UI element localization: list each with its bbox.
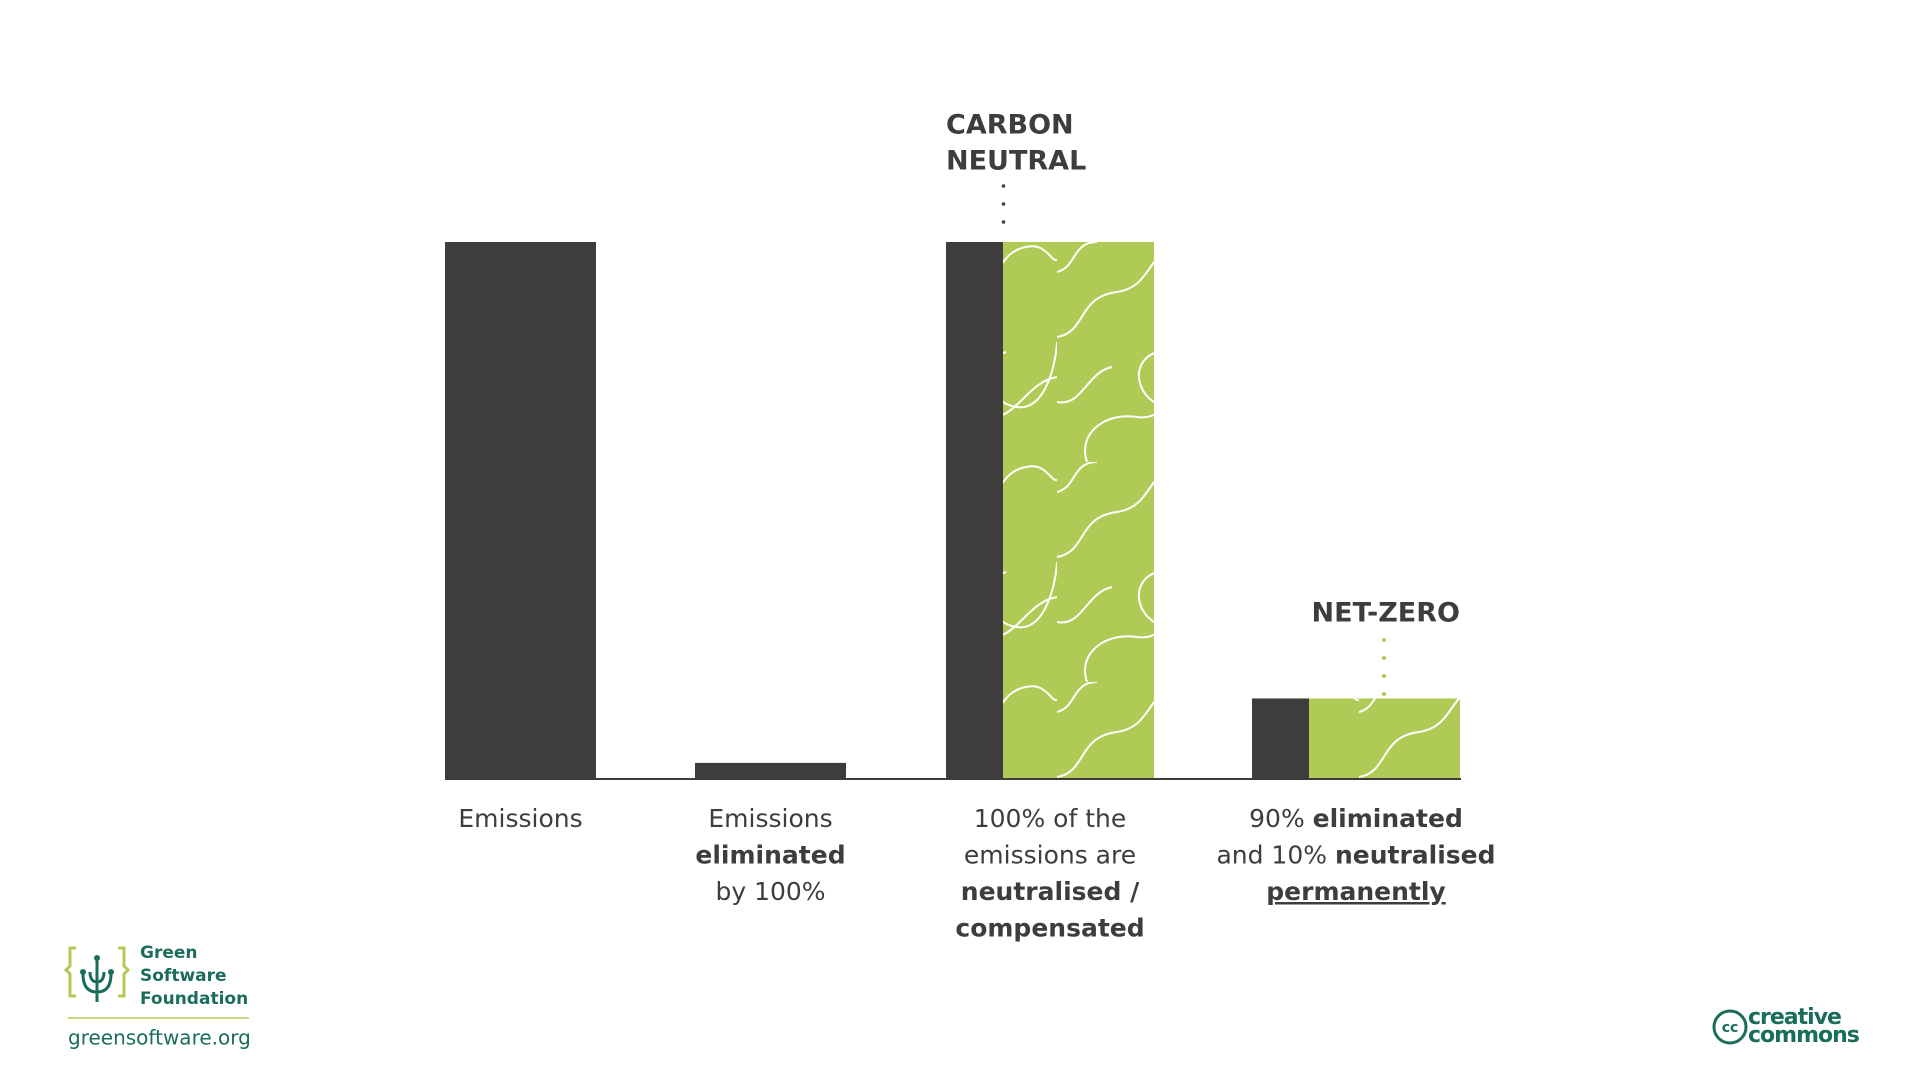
plot: Emissions Emissions eliminated by 100% 100% … [445, 110, 1496, 943]
label-run: by 100% [715, 877, 825, 906]
x-tick-label: permanently [1266, 877, 1445, 906]
logo-text: Software [140, 966, 227, 986]
bar [695, 762, 846, 779]
label-run: and 10% [1216, 841, 1335, 870]
footer-url: greensoftware.org [68, 1026, 251, 1050]
annotation: NET-ZERO [1312, 598, 1460, 629]
label-run: 90% [1249, 804, 1313, 833]
label-run: eliminated [695, 841, 845, 870]
x-tick-label: Emissions [708, 804, 832, 833]
bar [1003, 242, 1154, 779]
annotation: CARBON [946, 110, 1074, 141]
cc-icon-text: cc [1722, 1020, 1739, 1036]
gsf-logo-icon [63, 946, 131, 1002]
label-run: 100% of the [974, 804, 1127, 833]
annotation: NEUTRAL [946, 146, 1086, 177]
x-tick-label: compensated [955, 914, 1144, 943]
label-run: Emissions [458, 804, 582, 833]
bar [1252, 698, 1309, 779]
x-tick-label: eliminated [695, 841, 845, 870]
leader-dot [1382, 674, 1386, 678]
logo-text: Green [140, 943, 198, 963]
x-tick-label: by 100% [715, 877, 825, 906]
x-tick-label: 100% of the [974, 804, 1127, 833]
x-tick-label: 90% eliminated [1249, 804, 1463, 833]
x-tick-label: emissions are [964, 841, 1136, 870]
leader-dot [1382, 638, 1386, 642]
label-run: compensated [955, 914, 1144, 943]
label-run: neutralised [1335, 841, 1496, 870]
x-tick-label: Emissions [458, 804, 582, 833]
label-run: neutralised / [961, 877, 1140, 906]
license-text: commons [1748, 1023, 1860, 1048]
x-tick-label: and 10% neutralised [1216, 841, 1495, 870]
leader-dot [1001, 184, 1006, 188]
cc-icon [1712, 1009, 1748, 1045]
bar [946, 242, 1003, 779]
bar [1309, 698, 1460, 779]
footer: Green Software Foundation greensoftware.… [63, 943, 1861, 1050]
logo-text: Foundation [140, 989, 248, 1009]
license-text: creative [1748, 1005, 1841, 1030]
label-run: eliminated [1313, 804, 1463, 833]
leader-dot [1001, 202, 1006, 206]
label-run: Emissions [708, 804, 832, 833]
leader-dot [1382, 692, 1386, 696]
leader-dot [1001, 220, 1006, 224]
label-run: emissions are [964, 841, 1136, 870]
label-run: permanently [1266, 877, 1445, 906]
bar [445, 242, 596, 779]
leader-dot [1382, 656, 1386, 660]
x-tick-label: neutralised / [961, 877, 1140, 906]
